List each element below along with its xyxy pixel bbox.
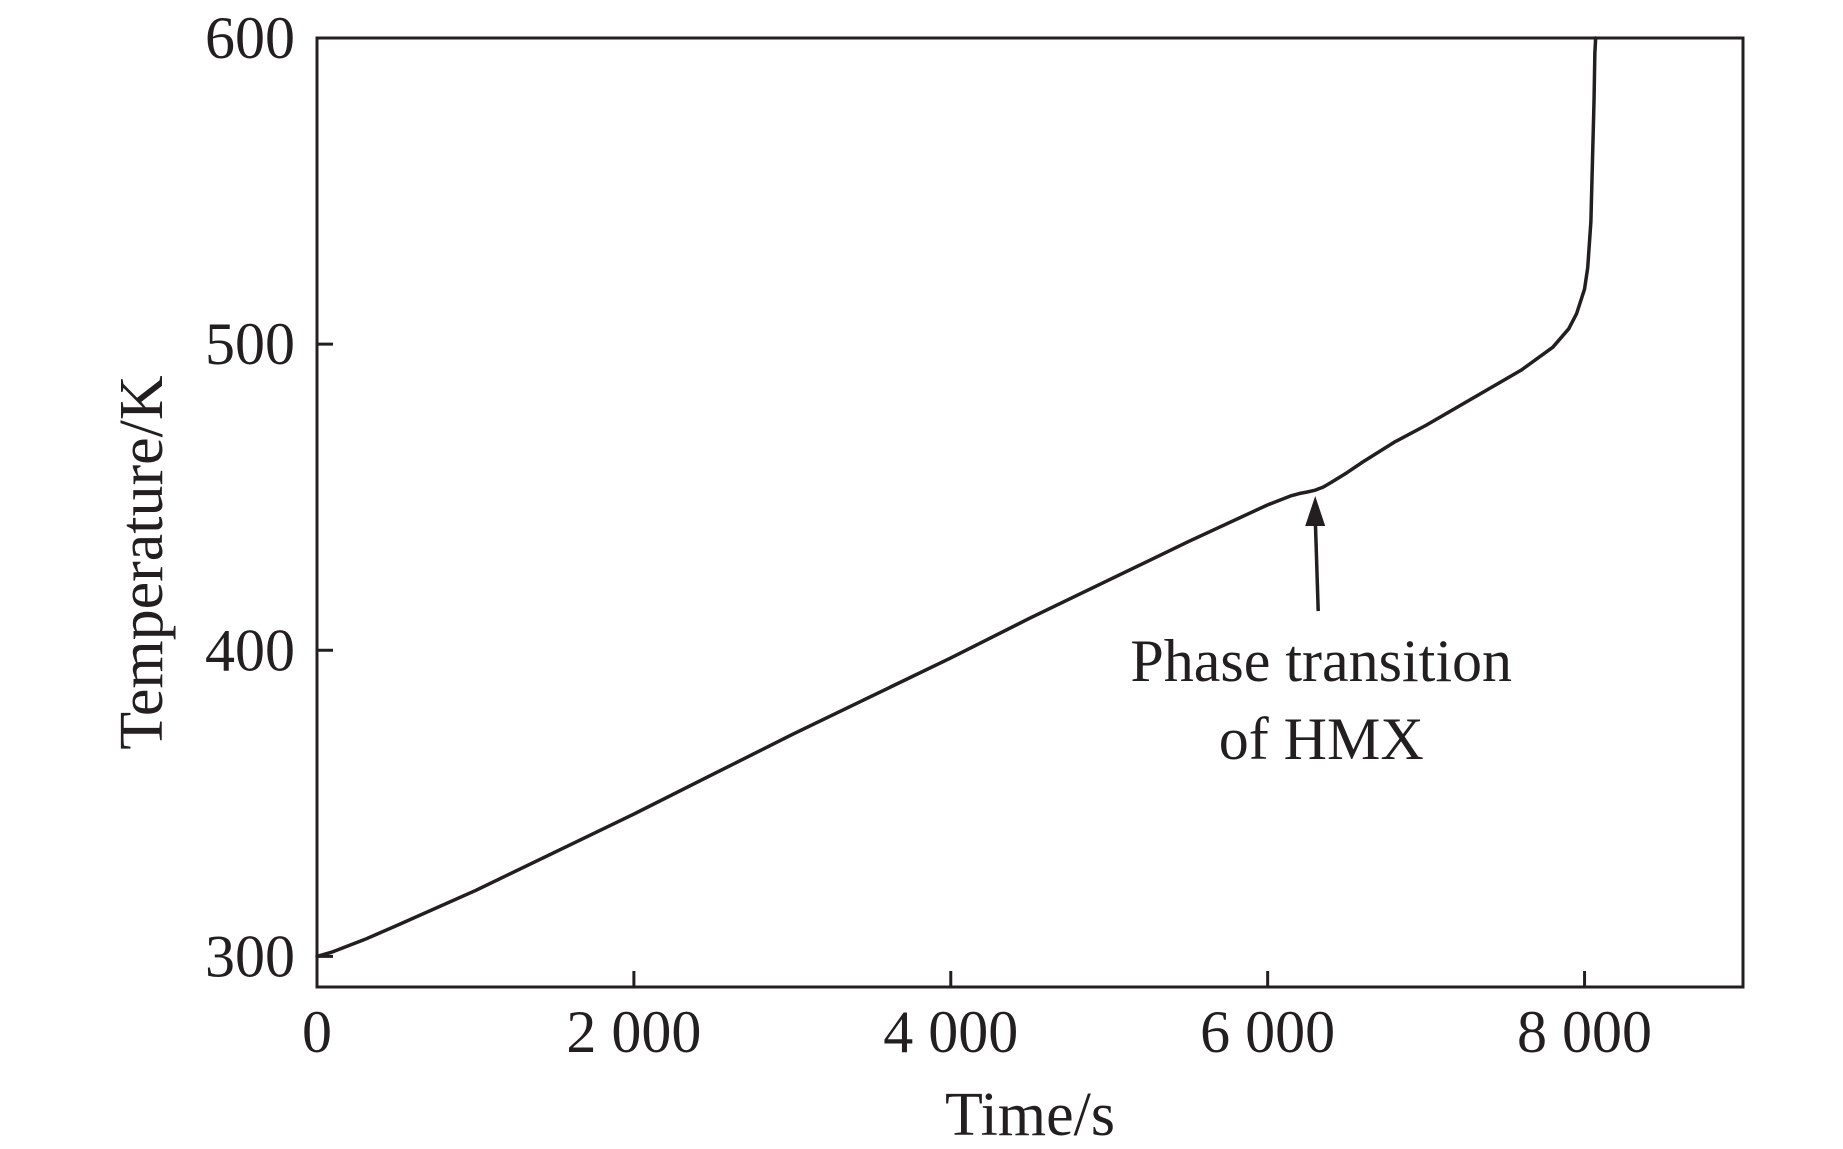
x-tick-label: 6 000 [1200,999,1335,1065]
plot-frame [315,36,1745,989]
x-tick-label: 2 000 [566,999,701,1065]
annotation-arrowhead [1305,496,1326,527]
y-tick-label: 500 [205,311,295,377]
ticks-layer [315,36,1587,987]
series-line [315,36,1598,959]
labels-layer: 0 2 000 4 000 6 000 8 000 300 400 500 600 [205,5,1652,1065]
annotation-layer: Phase transition of HMX [1130,496,1512,772]
x-tick-label: 4 000 [883,999,1018,1065]
y-tick-label: 600 [205,5,295,71]
y-tick-label: 300 [205,923,295,989]
x-axis-title: Time/s [945,1081,1115,1144]
annotation-text-line: of HMX [1219,706,1424,772]
annotation-text-line: Phase transition [1130,628,1512,694]
annotation-arrow-shaft [1313,515,1320,612]
plot-layer [315,36,1598,959]
y-axis-title: Temperature/K [108,375,176,750]
annotation-arrow [1305,496,1326,612]
x-tick-label: 0 [302,999,332,1065]
y-tick-label: 400 [205,617,295,683]
x-tick-label: 8 000 [1517,999,1652,1065]
